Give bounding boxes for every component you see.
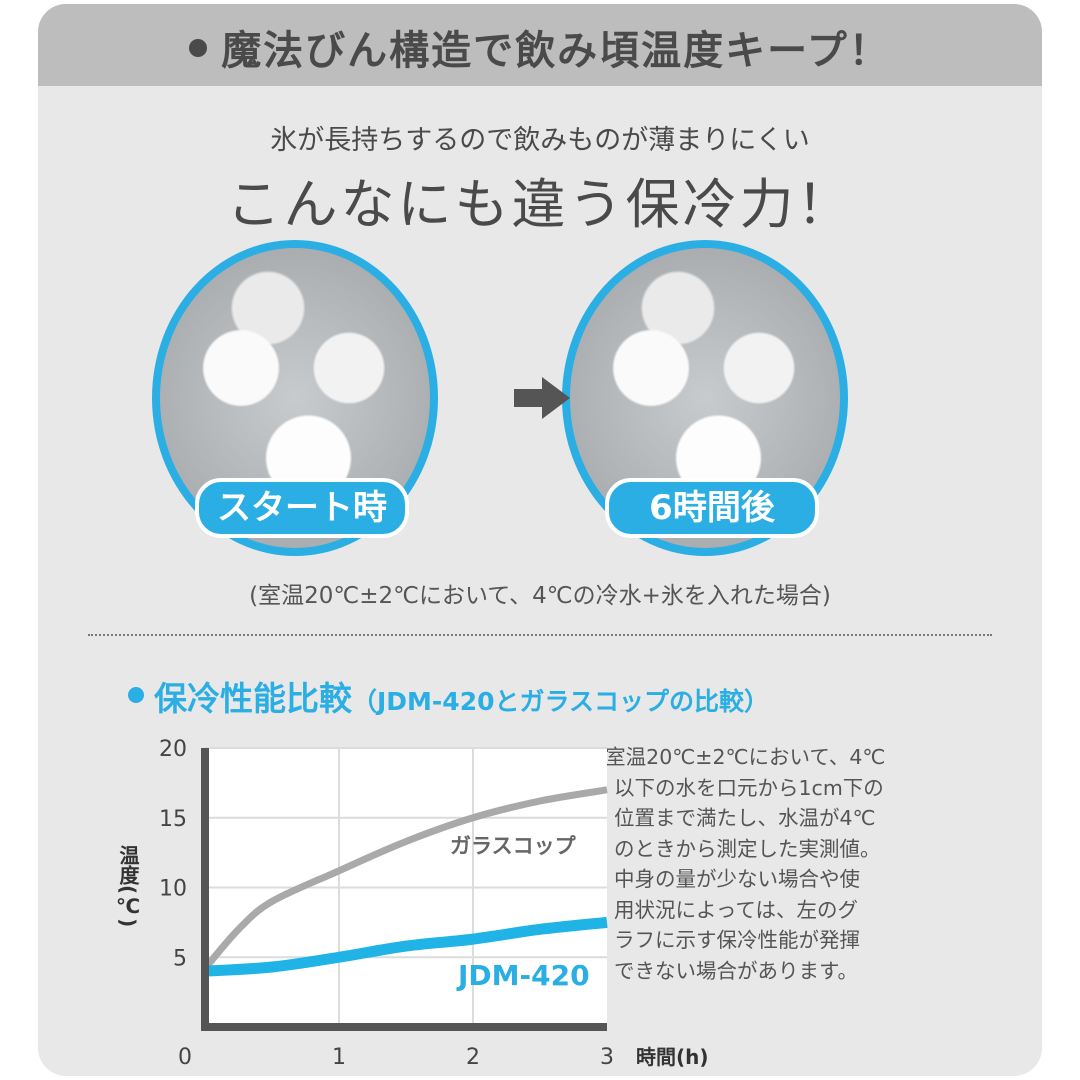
- footnote-line: ラフに示す保冷性能が発揮: [614, 928, 860, 952]
- series-line-jdm: [204, 916, 608, 977]
- x-tick-label: 0: [178, 1045, 192, 1070]
- intro-subtitle: 氷が長持ちするので飲みものが薄まりにくい: [270, 125, 810, 156]
- footnote-line: 位置まで満たし、水温が4℃: [614, 806, 876, 830]
- footnote-line: 以下の水を口元から1cm下の: [614, 775, 884, 800]
- footnote-line: 中身の量が少ない場合や使: [614, 867, 860, 891]
- y-axis-label: 温度(℃): [116, 844, 140, 928]
- series-label-glass: ガラスコップ: [450, 834, 577, 858]
- footnote-line: できない場合があります。: [614, 958, 858, 983]
- y-tick-label: 10: [159, 877, 187, 902]
- header-title: 魔法びん構造で飲み頃温度キープ！: [38, 18, 1042, 76]
- start-label: スタート時: [195, 478, 409, 538]
- series-line-glass: [202, 786, 608, 971]
- x-tick-label: 2: [466, 1045, 480, 1070]
- footnote-line: ※室温20℃±2℃において、4℃: [588, 745, 886, 769]
- y-tick-label: 20: [159, 737, 187, 762]
- footnote-line: のときから測定した実測値。: [614, 836, 881, 861]
- section-title-text: 保冷性能比較: [154, 679, 352, 718]
- section-subtitle: （JDM-420とガラスコップの比較）: [352, 687, 769, 716]
- bullet-icon: [189, 39, 208, 57]
- y-tick-label: 5: [173, 946, 187, 971]
- series-label-jdm: JDM-420: [456, 959, 590, 992]
- condition-note: (室温20℃±2℃において、4℃の冷水+氷を入れた場合): [249, 583, 831, 609]
- after-label: 6時間後: [605, 478, 819, 538]
- dotted-divider: [88, 634, 992, 636]
- x-axis-label: 時間(h): [636, 1045, 709, 1069]
- section-title: 保冷性能比較（JDM-420とガラスコップの比較）: [128, 672, 769, 720]
- bullet-icon: [128, 686, 144, 703]
- intro-headline: こんなにも違う保冷力！: [226, 173, 854, 236]
- header-title-text: 魔法びん構造で飲み頃温度キープ！: [221, 28, 891, 74]
- footnote-line: 用状況によっては、左のグ: [614, 897, 858, 922]
- x-tick-label: 3: [600, 1045, 614, 1070]
- y-tick-label: 15: [159, 807, 187, 832]
- x-tick-label: 1: [332, 1045, 346, 1070]
- footnote: ※室温20℃±2℃において、4℃ 以下の水を口元から1cm下の 位置まで満たし、…: [588, 742, 988, 986]
- header-bar: 魔法びん構造で飲み頃温度キープ！: [38, 4, 1042, 86]
